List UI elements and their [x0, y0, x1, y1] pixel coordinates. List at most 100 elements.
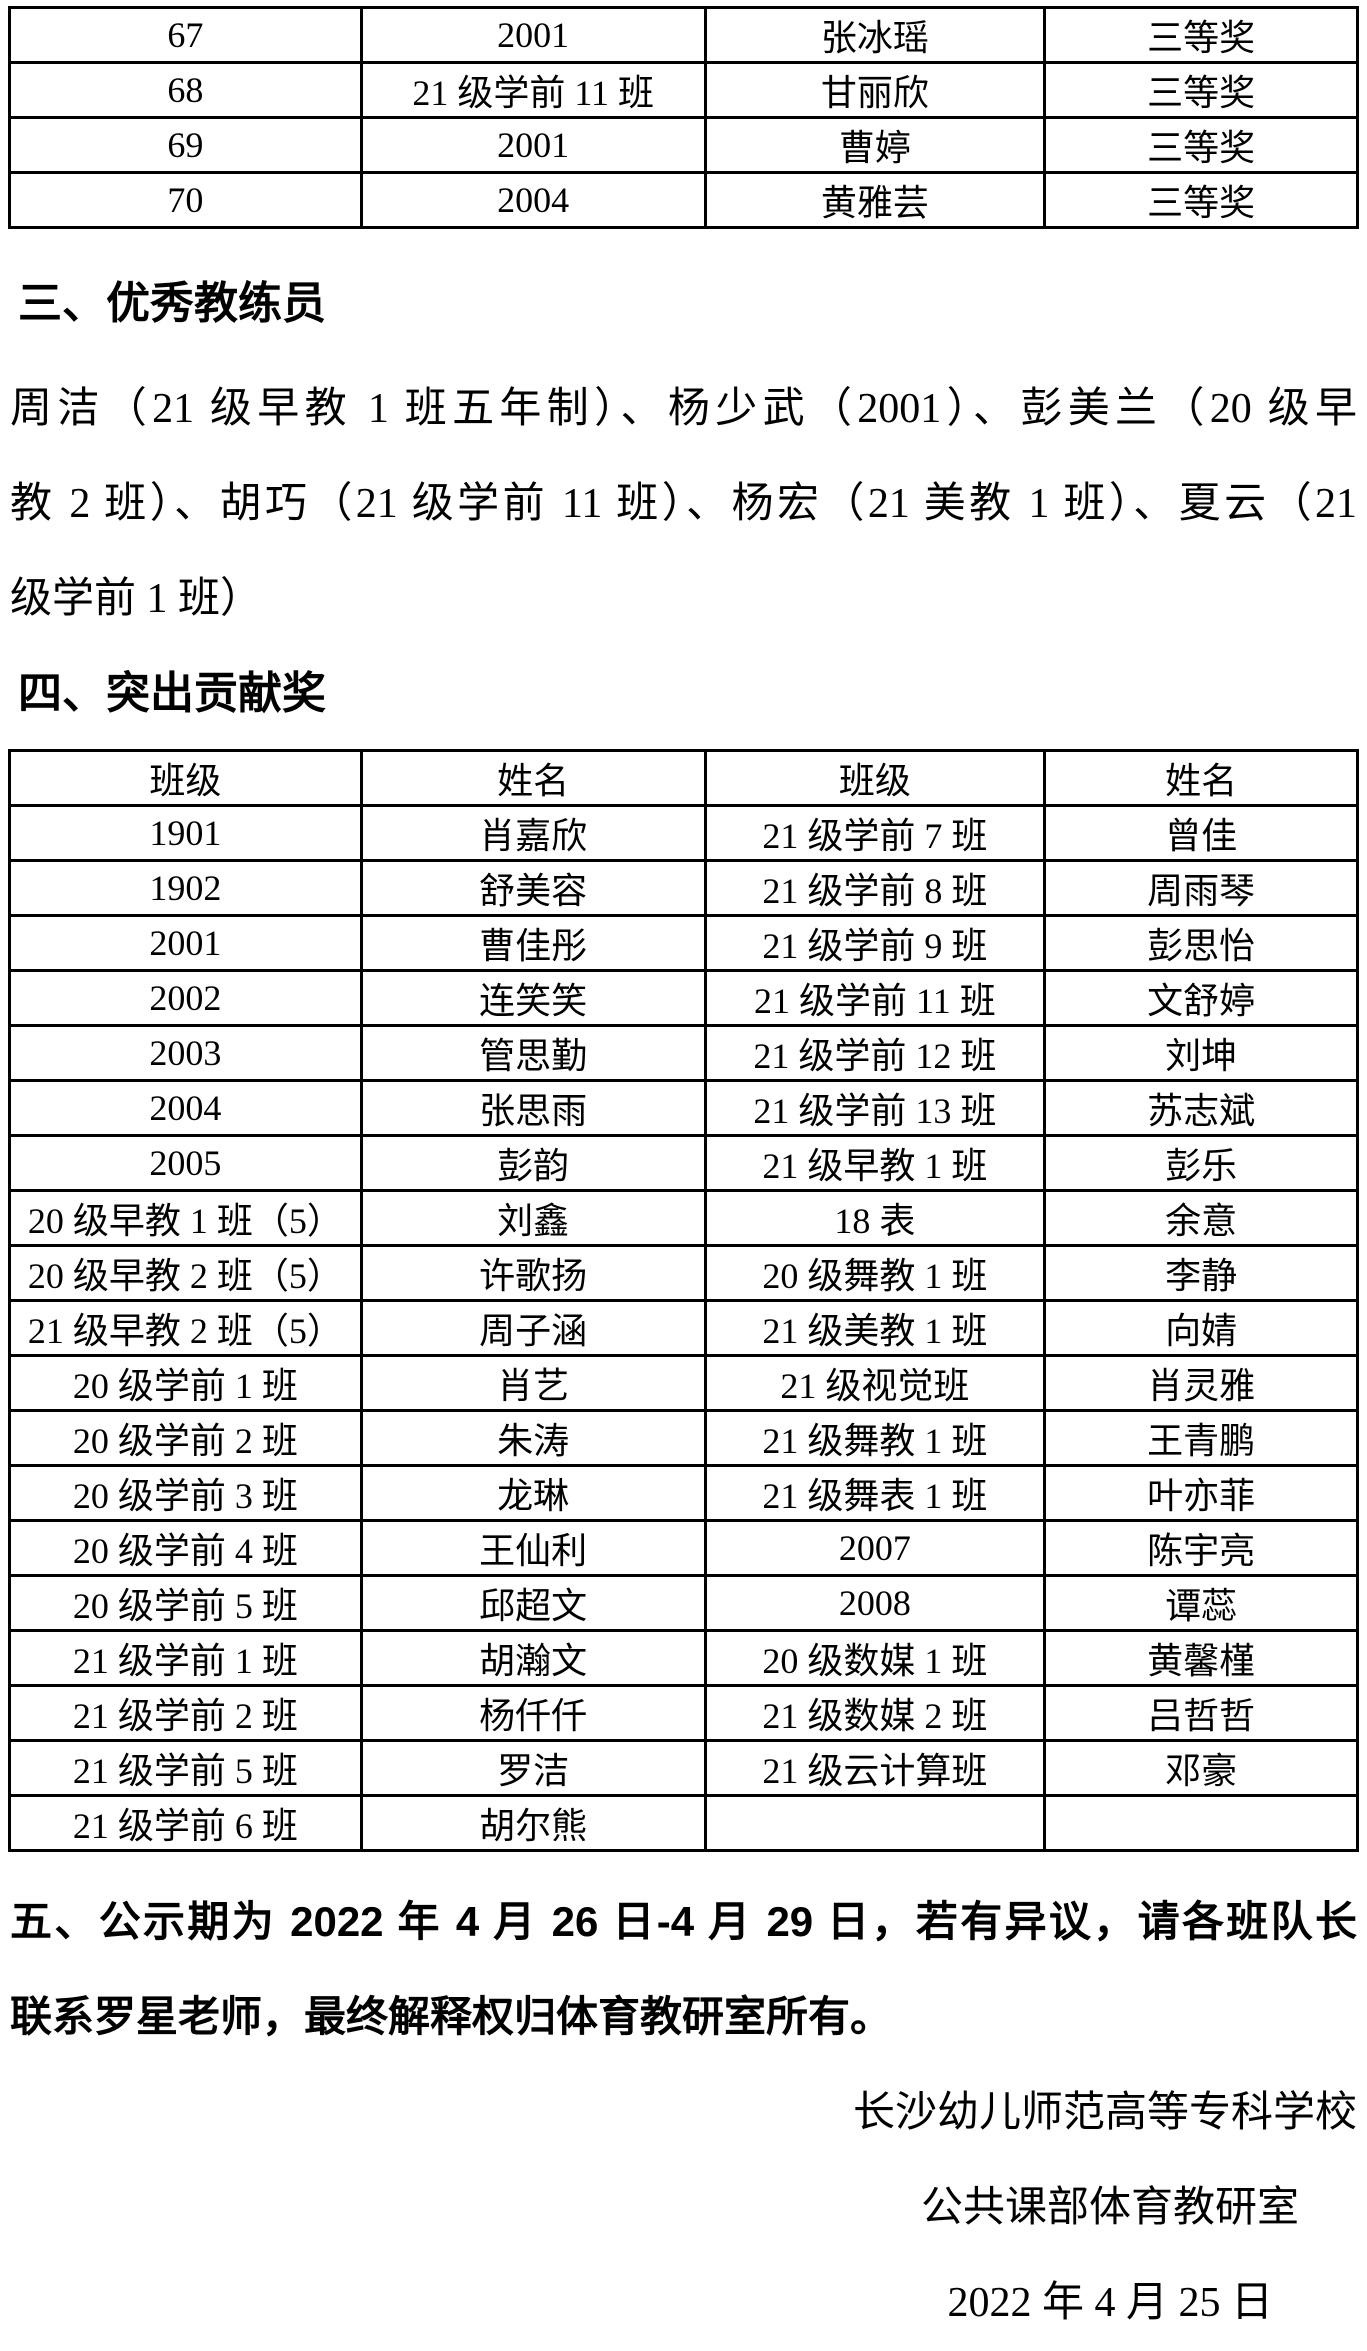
table-cell: 邱超文	[359, 1574, 707, 1632]
column-header: 班级	[8, 749, 363, 807]
table-cell: 苏志斌	[1043, 1079, 1359, 1137]
table-cell: 彭思怡	[1043, 914, 1359, 972]
table-row: 21 级早教 2 班（5） 周子涵 21 级美教 1 班向婧	[8, 1299, 1359, 1357]
table-cell: 21 级早教 2 班（5）	[8, 1299, 363, 1357]
column-header: 班级	[703, 749, 1047, 807]
table-cell: 20 级学前 5 班	[8, 1574, 363, 1632]
table-cell: 21 级数媒 2 班	[703, 1684, 1047, 1742]
table-row: 20 级学前 2 班朱涛 21 级舞教 1 班王青鹏	[8, 1409, 1359, 1467]
table-cell: 2005	[8, 1134, 363, 1192]
table-row: 2004 张思雨 21 级学前 13 班苏志斌	[8, 1079, 1359, 1137]
section3-heading: 三、优秀教练员	[18, 279, 326, 328]
table-cell: 2003	[8, 1024, 363, 1082]
table-cell: 20 级早教 2 班（5）	[8, 1244, 363, 1302]
table-cell: 21 级学前 2 班	[8, 1684, 363, 1742]
table-cell: 三等奖	[1043, 6, 1359, 64]
table-cell: 叶亦菲	[1043, 1464, 1359, 1522]
table-cell: 陈宇亮	[1043, 1519, 1359, 1577]
table-cell: 周雨琴	[1043, 859, 1359, 917]
table-cell: 69	[8, 116, 363, 174]
table-cell: 2002	[8, 969, 363, 1027]
awards-table-continued: 67 2001 张冰瑶 三等奖 68 21 级学前 11 班甘丽欣 三等奖 69 2001 曹婷三…	[8, 6, 1359, 229]
table-cell: 三等奖	[1043, 116, 1359, 174]
table-cell: 彭乐	[1043, 1134, 1359, 1192]
table-cell: 2007	[703, 1519, 1047, 1577]
column-header: 姓名	[359, 749, 707, 807]
section3-line: 教 2 班）、胡巧（21 级学前 11 班）、杨宏（21 美教 1 班）、夏云（…	[10, 481, 1357, 527]
table-header-row: 班级 姓名 班级 姓名	[8, 749, 1359, 807]
table-cell: 王仙利	[359, 1519, 707, 1577]
table-cell: 21 级学前 1 班	[8, 1629, 363, 1687]
table-cell: 曹佳彤	[359, 914, 707, 972]
table-cell: 张思雨	[359, 1079, 707, 1137]
table-cell: 2004	[359, 171, 707, 229]
table-cell: 罗洁	[359, 1739, 707, 1797]
table-cell: 黄雅芸	[703, 171, 1047, 229]
table-row: 20 级学前 1 班肖艺 21 级视觉班 肖灵雅	[8, 1354, 1359, 1412]
table-cell: 20 级数媒 1 班	[703, 1629, 1047, 1687]
table-cell: 2008	[703, 1574, 1047, 1632]
table-cell: 21 级学前 8 班	[703, 859, 1047, 917]
table-cell: 21 级舞教 1 班	[703, 1409, 1047, 1467]
table-row: 1902 舒美容 21 级学前 8 班周雨琴	[8, 859, 1359, 917]
table-cell: 张冰瑶	[703, 6, 1047, 64]
table-cell	[703, 1794, 1047, 1852]
table-cell: 20 级学前 1 班	[8, 1354, 363, 1412]
table-cell	[1043, 1794, 1359, 1852]
table-cell: 彭韵	[359, 1134, 707, 1192]
table-cell: 21 级学前 11 班	[703, 969, 1047, 1027]
table-cell: 连笑笑	[359, 969, 707, 1027]
table-cell: 曹婷	[703, 116, 1047, 174]
signature-date: 2022 年 4 月 25 日	[947, 2280, 1273, 2326]
table-cell: 杨仟仟	[359, 1684, 707, 1742]
section5-line: 联系罗星老师，最终解释权归体育教研室所有。	[10, 1993, 893, 2040]
table-cell: 管思勤	[359, 1024, 707, 1082]
awards-table-body: 67 2001 张冰瑶 三等奖 68 21 级学前 11 班甘丽欣 三等奖 69 2001 曹婷三…	[8, 6, 1359, 229]
signature-school: 长沙幼儿师范高等专科学校	[852, 2090, 1357, 2136]
section3-line: 周洁（21 级早教 1 班五年制）、杨少武（2001）、彭美兰（20 级早	[10, 386, 1357, 432]
table-cell: 21 级学前 7 班	[703, 804, 1047, 862]
table-cell: 三等奖	[1043, 61, 1359, 119]
table-row: 20 级学前 4 班王仙利 2007 陈宇亮	[8, 1519, 1359, 1577]
table-row: 20 级学前 3 班龙琳 21 级舞表 1 班叶亦菲	[8, 1464, 1359, 1522]
section5-line: 五、公示期为 2022 年 4 月 26 日-4 月 29 日，若有异议，请各班…	[10, 1898, 1357, 1945]
table-cell: 胡尔熊	[359, 1794, 707, 1852]
section3-line: 级学前 1 班）	[10, 576, 263, 622]
column-header: 姓名	[1043, 749, 1359, 807]
table-cell: 吕哲哲	[1043, 1684, 1359, 1742]
table-cell: 龙琳	[359, 1464, 707, 1522]
table-cell: 21 级学前 5 班	[8, 1739, 363, 1797]
table-cell: 刘鑫	[359, 1189, 707, 1247]
table-cell: 1901	[8, 804, 363, 862]
table-cell: 20 级学前 2 班	[8, 1409, 363, 1467]
table-row: 2001 曹佳彤 21 级学前 9 班彭思怡	[8, 914, 1359, 972]
contribution-table: 班级 姓名 班级 姓名 1901 肖嘉欣 21 级学前 7 班曾佳 1902 舒美容 21…	[8, 749, 1359, 1852]
table-cell: 邓豪	[1043, 1739, 1359, 1797]
table-cell: 黄馨槿	[1043, 1629, 1359, 1687]
table-cell: 肖艺	[359, 1354, 707, 1412]
table-cell: 68	[8, 61, 363, 119]
table-cell: 21 级早教 1 班	[703, 1134, 1047, 1192]
table-row: 21 级学前 6 班胡尔熊	[8, 1794, 1359, 1852]
table-cell: 李静	[1043, 1244, 1359, 1302]
table-cell: 21 级学前 13 班	[703, 1079, 1047, 1137]
table-cell: 舒美容	[359, 859, 707, 917]
table-cell: 胡瀚文	[359, 1629, 707, 1687]
section3-body: 周洁（21 级早教 1 班五年制）、杨少武（2001）、彭美兰（20 级早 教 …	[8, 362, 1359, 647]
table-cell: 向婧	[1043, 1299, 1359, 1357]
table-cell: 1902	[8, 859, 363, 917]
section5-body: 五、公示期为 2022 年 4 月 26 日-4 月 29 日，若有异议，请各班…	[8, 1874, 1359, 2064]
section4-heading: 四、突出贡献奖	[18, 669, 326, 718]
table-cell: 21 级学前 11 班	[359, 61, 707, 119]
table-row: 20 级早教 1 班（5） 刘鑫 18 表余意	[8, 1189, 1359, 1247]
table-cell: 18 表	[703, 1189, 1047, 1247]
table-cell: 三等奖	[1043, 171, 1359, 229]
table-row: 21 级学前 1 班胡瀚文 20 级数媒 1 班黄馨槿	[8, 1629, 1359, 1687]
table-cell: 21 级学前 9 班	[703, 914, 1047, 972]
contribution-table-header: 班级 姓名 班级 姓名	[8, 749, 1359, 807]
table-cell: 21 级舞表 1 班	[703, 1464, 1047, 1522]
table-cell: 肖灵雅	[1043, 1354, 1359, 1412]
table-cell: 2001	[8, 914, 363, 972]
table-cell: 2004	[8, 1079, 363, 1137]
table-row: 67 2001 张冰瑶 三等奖	[8, 6, 1359, 64]
